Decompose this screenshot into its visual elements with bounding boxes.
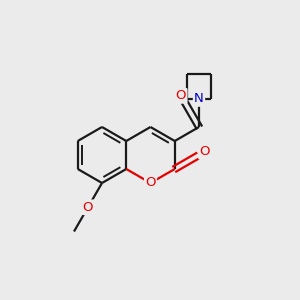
Text: O: O	[83, 201, 93, 214]
Text: N: N	[194, 92, 204, 106]
Text: O: O	[176, 89, 186, 102]
Text: O: O	[200, 145, 210, 158]
Text: O: O	[145, 176, 156, 190]
